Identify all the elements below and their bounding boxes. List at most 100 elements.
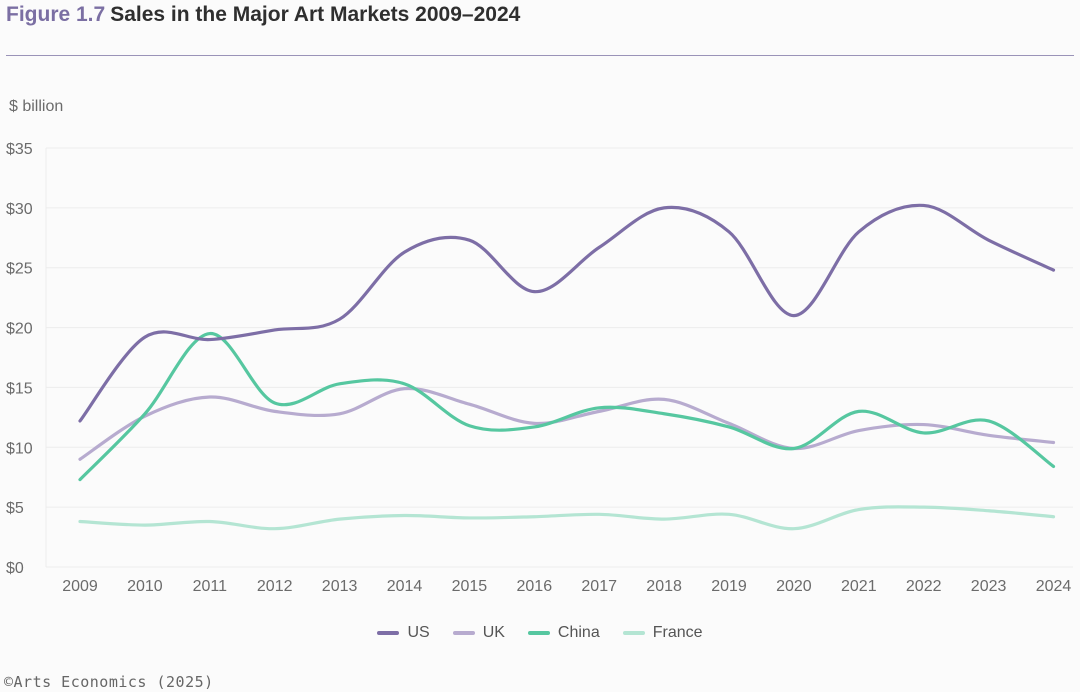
x-tick-label: 2022 bbox=[906, 578, 942, 595]
data-point-us-2020 bbox=[793, 314, 796, 317]
x-tick-label: 2010 bbox=[127, 578, 163, 595]
data-point-us-2011 bbox=[208, 338, 211, 341]
data-point-us-2021 bbox=[857, 230, 860, 233]
legend-item-france: France bbox=[622, 624, 703, 642]
x-tick-label: 2015 bbox=[452, 578, 488, 595]
legend-swatch bbox=[452, 631, 475, 635]
data-point-uk-2018 bbox=[663, 398, 666, 401]
y-tick-label: $15 bbox=[6, 380, 33, 397]
data-point-france-2010 bbox=[144, 524, 147, 527]
data-point-uk-2023 bbox=[987, 434, 990, 437]
data-point-uk-2009 bbox=[79, 458, 82, 461]
y-tick-label: $20 bbox=[6, 321, 33, 338]
x-tick-label: 2018 bbox=[646, 578, 682, 595]
series-line-china bbox=[78, 331, 1056, 482]
y-tick-label: $30 bbox=[6, 201, 33, 218]
data-point-china-2015 bbox=[468, 424, 471, 427]
x-tick-label: 2024 bbox=[1036, 578, 1072, 595]
legend-item-uk: UK bbox=[452, 624, 505, 642]
y-tick-label: $10 bbox=[6, 440, 33, 457]
y-tick-label: $25 bbox=[6, 261, 33, 278]
data-point-france-2015 bbox=[468, 517, 471, 520]
data-point-china-2019 bbox=[728, 426, 731, 429]
data-point-us-2018 bbox=[663, 206, 666, 209]
data-point-france-2011 bbox=[208, 520, 211, 523]
legend-item-china: China bbox=[527, 624, 600, 642]
data-point-uk-2022 bbox=[922, 423, 925, 426]
data-point-uk-2019 bbox=[728, 422, 731, 425]
data-point-us-2010 bbox=[144, 336, 147, 339]
figure-number: Figure 1.7 bbox=[6, 3, 106, 26]
legend-label: UK bbox=[482, 624, 505, 641]
data-point-china-2020 bbox=[793, 447, 796, 450]
data-point-china-2018 bbox=[663, 412, 666, 415]
y-tick-label: $5 bbox=[6, 500, 24, 517]
x-tick-label: 2017 bbox=[581, 578, 617, 595]
data-point-us-2014 bbox=[403, 251, 406, 254]
data-point-france-2009 bbox=[79, 520, 82, 523]
data-point-france-2024 bbox=[1052, 515, 1055, 518]
legend-label: US bbox=[407, 624, 430, 641]
data-point-france-2014 bbox=[403, 514, 406, 517]
data-point-china-2010 bbox=[144, 412, 147, 415]
data-point-china-2011 bbox=[208, 332, 211, 335]
legend-label: China bbox=[557, 624, 600, 641]
data-point-china-2012 bbox=[273, 402, 276, 405]
y-axis-unit-label: $ billion bbox=[9, 98, 64, 115]
data-point-france-2018 bbox=[663, 518, 666, 521]
data-point-china-2009 bbox=[79, 478, 82, 481]
data-point-uk-2013 bbox=[338, 412, 341, 415]
data-point-france-2021 bbox=[857, 508, 860, 511]
data-point-uk-2012 bbox=[273, 410, 276, 413]
data-point-us-2022 bbox=[922, 204, 925, 207]
data-point-france-2023 bbox=[987, 509, 990, 512]
data-point-china-2013 bbox=[338, 382, 341, 385]
x-tick-label: 2020 bbox=[776, 578, 812, 595]
data-point-france-2013 bbox=[338, 518, 341, 521]
legend-label: France bbox=[652, 624, 703, 641]
data-point-us-2017 bbox=[598, 246, 601, 249]
figure-header: Figure 1.7 Sales in the Major Art Markets… bbox=[6, 3, 520, 27]
data-point-france-2012 bbox=[273, 527, 276, 530]
data-point-uk-2016 bbox=[533, 422, 536, 425]
data-point-uk-2017 bbox=[598, 410, 601, 413]
x-tick-label: 2019 bbox=[711, 578, 747, 595]
data-point-uk-2014 bbox=[403, 387, 406, 390]
data-point-uk-2024 bbox=[1052, 441, 1055, 444]
y-tick-label: $35 bbox=[6, 141, 33, 158]
x-tick-label: 2014 bbox=[387, 578, 423, 595]
data-point-china-2014 bbox=[403, 382, 406, 385]
data-point-china-2022 bbox=[922, 432, 925, 435]
legend-swatch bbox=[527, 631, 550, 635]
data-point-china-2016 bbox=[533, 426, 536, 429]
x-tick-label: 2012 bbox=[257, 578, 293, 595]
data-point-us-2015 bbox=[468, 239, 471, 242]
data-point-uk-2021 bbox=[857, 429, 860, 432]
legend-swatch bbox=[377, 631, 400, 635]
x-tick-label: 2011 bbox=[193, 578, 228, 595]
data-point-uk-2011 bbox=[208, 396, 211, 399]
x-tick-label: 2016 bbox=[517, 578, 553, 595]
data-point-us-2024 bbox=[1052, 269, 1055, 272]
series-line-us bbox=[78, 203, 1056, 423]
x-tick-label: 2021 bbox=[841, 578, 877, 595]
data-point-china-2024 bbox=[1052, 465, 1055, 468]
data-point-us-2016 bbox=[533, 290, 536, 293]
source-credit: ©Arts Economics (2025) bbox=[4, 673, 214, 691]
x-tick-label: 2013 bbox=[322, 578, 358, 595]
data-point-china-2017 bbox=[598, 406, 601, 409]
data-point-china-2023 bbox=[987, 420, 990, 423]
data-point-france-2017 bbox=[598, 513, 601, 516]
data-point-china-2021 bbox=[857, 410, 860, 413]
data-point-france-2020 bbox=[793, 527, 796, 530]
data-point-us-2009 bbox=[79, 420, 82, 423]
data-point-france-2016 bbox=[533, 515, 536, 518]
chart-legend: US UK China France bbox=[0, 624, 1080, 642]
legend-item-us: US bbox=[377, 624, 430, 642]
header-divider bbox=[6, 55, 1074, 56]
legend-swatch bbox=[622, 631, 645, 635]
data-point-uk-2015 bbox=[468, 403, 471, 406]
data-point-france-2019 bbox=[728, 513, 731, 516]
x-tick-label: 2009 bbox=[62, 578, 98, 595]
